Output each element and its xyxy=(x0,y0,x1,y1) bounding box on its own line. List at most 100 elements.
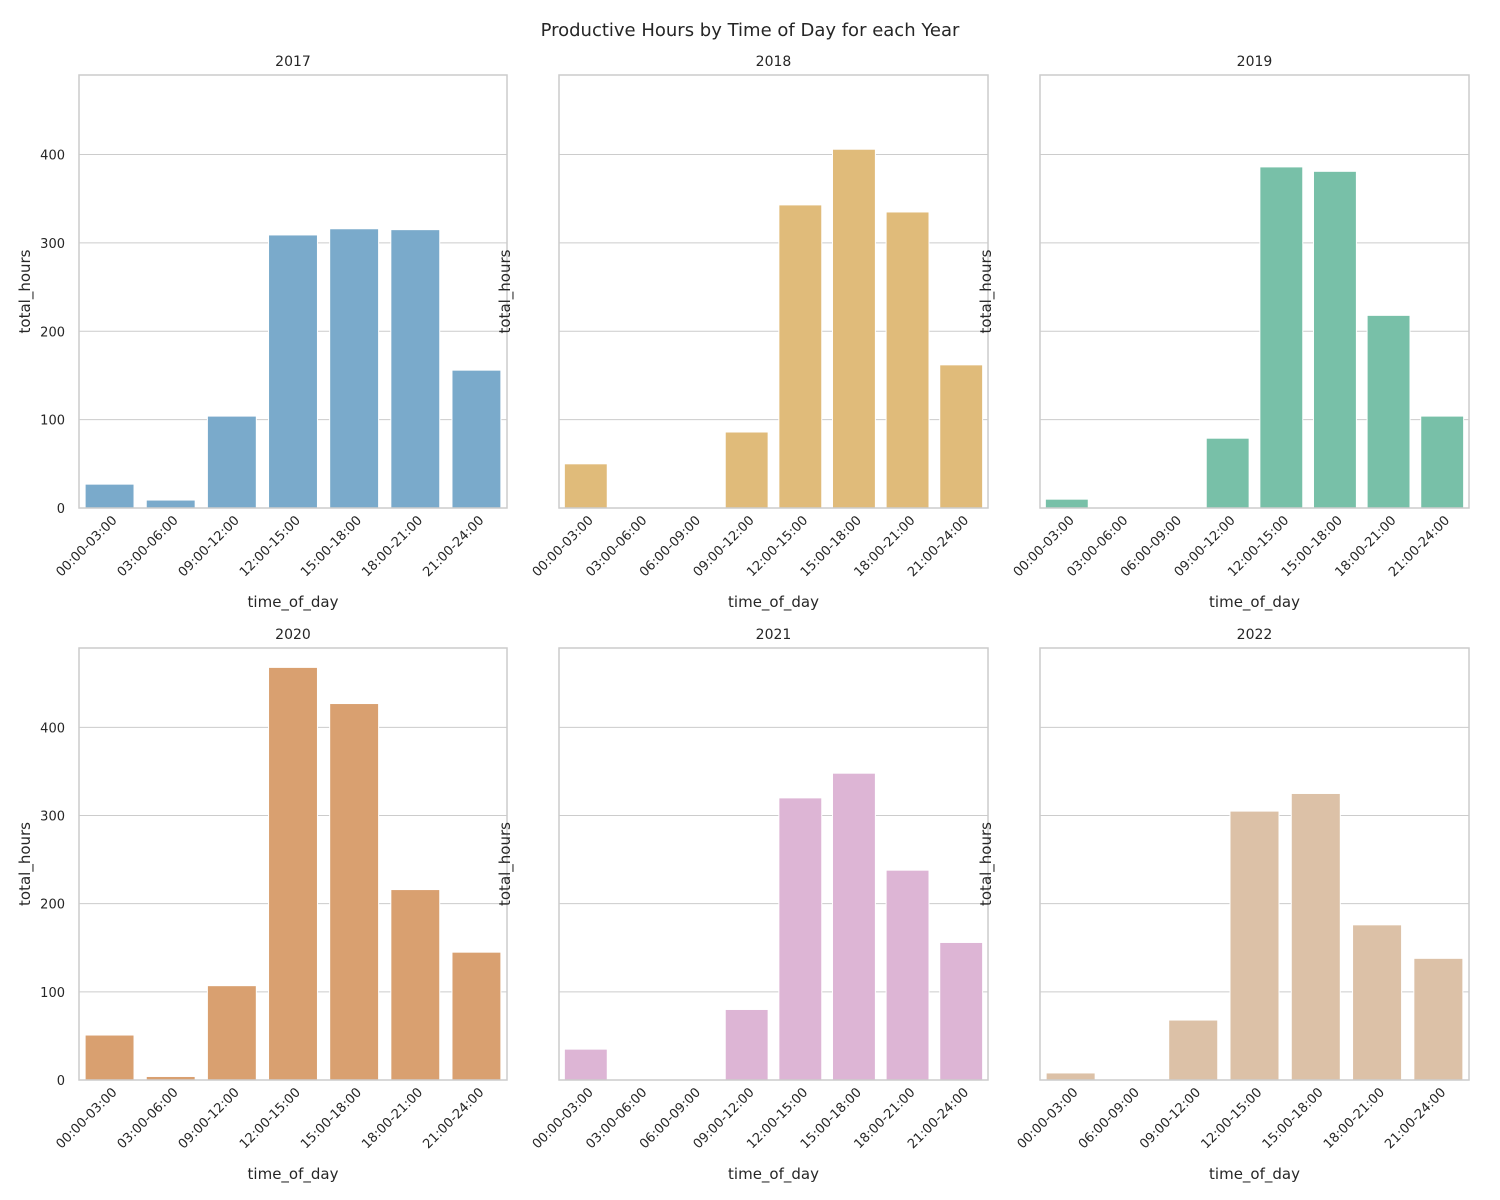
bar xyxy=(1045,1072,1096,1081)
y-tick-label: 0 xyxy=(57,1074,65,1089)
x-tick-label: 18:00-21:00 xyxy=(359,513,426,580)
bar xyxy=(1168,1019,1219,1081)
bar xyxy=(778,204,823,509)
bar xyxy=(451,369,502,509)
bar xyxy=(1366,314,1411,509)
x-tick-label: 03:00-06:00 xyxy=(115,1085,182,1152)
x-tick-label: 00:00-03:00 xyxy=(1015,1085,1082,1152)
x-tick-label: 21:00-24:00 xyxy=(1382,1085,1449,1152)
bar xyxy=(84,1034,135,1081)
axes-frame xyxy=(1039,647,1470,1081)
subplot-title: 2018 xyxy=(756,54,792,70)
x-tick-label: 09:00-12:00 xyxy=(176,513,243,580)
bar xyxy=(939,364,984,509)
x-axis-label: time_of_day xyxy=(248,593,339,612)
x-tick-label: 12:00-15:00 xyxy=(1198,1085,1265,1152)
bar xyxy=(390,889,441,1081)
bar xyxy=(329,228,380,509)
subplot-2019: 00:00-03:0003:00-06:0006:00-09:0009:00-1… xyxy=(977,54,1470,612)
y-tick-label: 400 xyxy=(40,149,65,164)
x-tick-label: 21:00-24:00 xyxy=(420,1085,487,1152)
y-tick-label: 200 xyxy=(40,898,65,913)
axes-frame xyxy=(558,647,989,1081)
y-tick-label: 0 xyxy=(57,502,65,517)
bar xyxy=(831,772,876,1081)
x-tick-label: 15:00-18:00 xyxy=(1260,1085,1327,1152)
x-axis-label: time_of_day xyxy=(728,1165,819,1184)
subplot-2022: 00:00-03:0006:00-09:0009:00-12:0012:00-1… xyxy=(977,627,1470,1184)
bar xyxy=(1420,415,1465,509)
bar xyxy=(1259,166,1304,509)
bar xyxy=(778,797,823,1081)
y-axis-label: total_hours xyxy=(496,822,515,906)
x-tick-label: 18:00-21:00 xyxy=(1321,1085,1388,1152)
bar xyxy=(724,431,769,509)
x-tick-label: 15:00-18:00 xyxy=(298,513,365,580)
bar xyxy=(831,148,876,509)
bar xyxy=(563,463,608,509)
figure-title: Productive Hours by Time of Day for each… xyxy=(540,20,960,41)
bar xyxy=(1205,437,1250,509)
subplot-2020: 0 100 200 300 400 00:00-03:0003:00-06:0009:00… xyxy=(16,627,508,1184)
bar xyxy=(451,951,502,1081)
axes-frame xyxy=(78,74,508,509)
subplot-2018: 00:00-03:0003:00-06:0006:00-09:0009:00-1… xyxy=(496,54,989,612)
y-tick-label: 100 xyxy=(40,414,65,429)
bar xyxy=(84,483,135,509)
y-axis-label: total_hours xyxy=(977,249,996,333)
axes-frame xyxy=(1039,74,1470,509)
subplot-title: 2020 xyxy=(275,627,311,643)
bar xyxy=(206,415,257,509)
axes-frame xyxy=(78,647,508,1081)
x-tick-label: 09:00-12:00 xyxy=(1137,1085,1204,1152)
bar xyxy=(1290,792,1341,1081)
x-axis-label: time_of_day xyxy=(248,1165,339,1184)
bar xyxy=(206,985,257,1081)
bar xyxy=(329,703,380,1081)
bar xyxy=(1229,810,1280,1081)
bar xyxy=(268,234,318,509)
subplot-title: 2021 xyxy=(756,627,792,643)
y-axis-label: total_hours xyxy=(977,822,996,906)
x-tick-label: 06:00-09:00 xyxy=(1076,1085,1143,1152)
y-tick-label: 300 xyxy=(40,810,65,825)
bar xyxy=(1044,498,1089,509)
x-tick-label: 00:00-03:00 xyxy=(53,513,120,580)
x-axis-label: time_of_day xyxy=(1209,593,1300,612)
x-tick-label: 12:00-15:00 xyxy=(237,513,304,580)
x-tick-label: 03:00-06:00 xyxy=(115,513,182,580)
x-tick-label: 00:00-03:00 xyxy=(53,1085,120,1152)
x-tick-label: 21:00-24:00 xyxy=(420,513,487,580)
y-tick-label: 300 xyxy=(40,237,65,252)
axes-frame xyxy=(558,74,989,509)
subplot-title: 2017 xyxy=(275,54,311,70)
y-axis-label: total_hours xyxy=(496,249,515,333)
subplot-2021: 00:00-03:0003:00-06:0006:00-09:0009:00-1… xyxy=(496,627,989,1184)
y-axis-label: total_hours xyxy=(16,822,35,906)
x-tick-label: 18:00-21:00 xyxy=(359,1085,426,1152)
bar xyxy=(563,1048,608,1081)
bar xyxy=(724,1008,769,1081)
subplot-title: 2022 xyxy=(1237,627,1273,643)
bar xyxy=(1352,924,1403,1081)
bar xyxy=(1413,957,1464,1081)
bar xyxy=(885,211,930,509)
y-tick-label: 100 xyxy=(40,986,65,1001)
x-tick-label: 09:00-12:00 xyxy=(176,1085,243,1152)
x-tick-label: 12:00-15:00 xyxy=(237,1085,304,1152)
y-tick-label: 200 xyxy=(40,325,65,340)
subplot-title: 2019 xyxy=(1237,54,1273,70)
bar xyxy=(145,499,196,509)
y-tick-label: 400 xyxy=(40,721,65,736)
bar xyxy=(939,941,984,1081)
x-axis-label: time_of_day xyxy=(728,593,819,612)
bar xyxy=(885,869,930,1081)
y-axis-label: total_hours xyxy=(16,249,35,333)
x-tick-label: 15:00-18:00 xyxy=(298,1085,365,1152)
bar xyxy=(268,666,318,1081)
bar xyxy=(390,229,441,509)
x-axis-label: time_of_day xyxy=(1209,1165,1300,1184)
bar xyxy=(1312,170,1357,509)
